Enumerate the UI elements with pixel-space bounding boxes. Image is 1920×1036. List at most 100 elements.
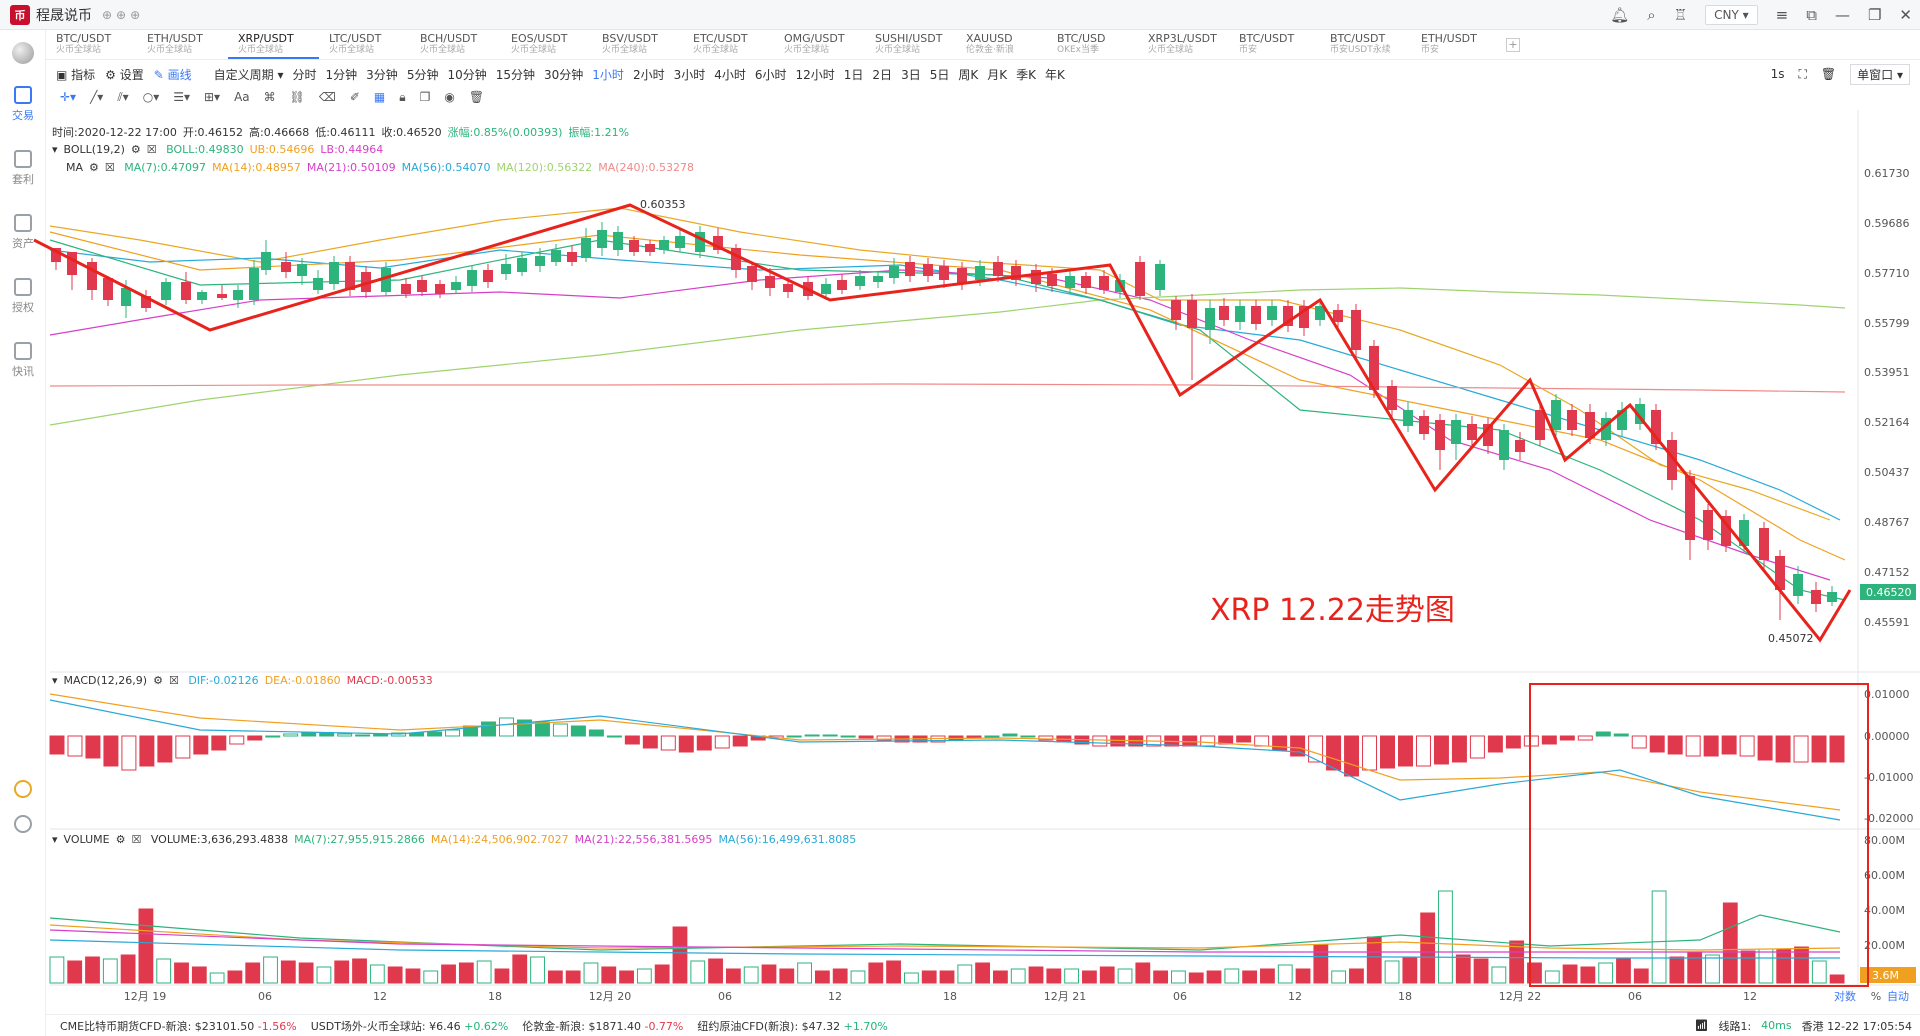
volume-bar bbox=[1544, 970, 1560, 984]
pair-tab[interactable]: BTC/USDT 币安USDT永续 bbox=[1320, 30, 1411, 59]
magnet-icon[interactable]: ⌘ bbox=[263, 90, 276, 104]
globe-icon[interactable] bbox=[12, 42, 34, 64]
timeframe-option[interactable]: 12小时 bbox=[795, 67, 835, 82]
shirt-icon[interactable]: ♖ bbox=[1673, 6, 1688, 24]
trash-icon[interactable]: 🗑︎ bbox=[468, 90, 485, 104]
ticker-item[interactable]: CME比特币期货CFD-新浪: $23101.50 -1.56% bbox=[60, 1018, 297, 1034]
sidebar-item-2[interactable]: 资产 bbox=[0, 214, 46, 251]
pair-tab[interactable]: ETC/USDT 火币全球站 bbox=[683, 30, 774, 59]
timeframe-option[interactable]: 2小时 bbox=[632, 67, 665, 82]
timeframe-option[interactable]: 15分钟 bbox=[495, 67, 536, 82]
eye-icon[interactable]: ◉ bbox=[444, 90, 455, 104]
timeframe-option[interactable]: 年K bbox=[1044, 67, 1065, 82]
eraser-icon[interactable]: ⌫ bbox=[318, 90, 336, 104]
text-tool-icon[interactable]: Aa bbox=[234, 90, 250, 104]
kline-chart[interactable]: 0.61730 0.59686 0.57710 0.55799 0.53951 0.521… bbox=[0, 0, 1920, 1014]
measure-tool-icon[interactable]: ⊞▾ bbox=[204, 90, 221, 104]
timeframe-option[interactable]: 1分钟 bbox=[325, 67, 358, 82]
draw-button[interactable]: ✎ 画线 bbox=[153, 67, 192, 82]
timeframe-option[interactable]: 5分钟 bbox=[406, 67, 439, 82]
lock-icon[interactable]: 🔒︎ bbox=[399, 89, 406, 104]
candle-body bbox=[1099, 276, 1109, 290]
time-tick-label: 18 bbox=[1398, 990, 1412, 1003]
timeframe-option[interactable]: 3小时 bbox=[673, 67, 706, 82]
axis-mode-toggle: % bbox=[1871, 990, 1881, 1003]
timeframe-option[interactable]: 2日 bbox=[872, 67, 893, 82]
currency-select[interactable]: CNY ▾ bbox=[1705, 5, 1758, 25]
pen-icon[interactable]: ✐ bbox=[349, 90, 360, 104]
restore-icon[interactable]: ❐ bbox=[1867, 6, 1882, 24]
pair-tab[interactable]: ETH/USDT 币安 bbox=[1411, 30, 1502, 59]
settings-button[interactable]: ⚙ 设置 bbox=[105, 67, 144, 82]
copy-icon[interactable]: ❐ bbox=[419, 90, 431, 104]
pair-tab[interactable]: BTC/USDT 火币全球站 bbox=[46, 30, 137, 59]
sidebar-item-0[interactable]: 交易 bbox=[0, 86, 46, 123]
volume-bar bbox=[868, 962, 884, 984]
volume-bar bbox=[1794, 946, 1809, 984]
timeframe-option[interactable]: 10分钟 bbox=[447, 67, 487, 82]
timeframe-option[interactable]: 周K bbox=[958, 67, 979, 82]
gear-icon[interactable] bbox=[0, 815, 46, 836]
pair-tab[interactable]: BTC/USDT 币安 bbox=[1229, 30, 1320, 59]
pair-tab[interactable]: BSV/USDT 火币全球站 bbox=[592, 30, 683, 59]
shape-tool-icon[interactable]: ○▾ bbox=[142, 90, 160, 104]
indicators-button[interactable]: ▣ 指标 bbox=[56, 67, 96, 82]
macd-bar bbox=[1398, 735, 1413, 767]
pair-tab[interactable]: LTC/USDT 火币全球站 bbox=[319, 30, 410, 59]
pair-tab[interactable]: BCH/USDT 火币全球站 bbox=[410, 30, 501, 59]
sidebar-item-1[interactable]: 套利 bbox=[0, 150, 46, 187]
timeframe-option[interactable]: 分时 bbox=[292, 67, 317, 82]
fib-tool-icon[interactable]: ☰▾ bbox=[173, 90, 190, 104]
channel-tool-icon[interactable]: ⫽▾ bbox=[117, 89, 129, 104]
line-tool-icon[interactable]: ╱▾ bbox=[90, 90, 104, 104]
timeframe-option[interactable]: 4小时 bbox=[714, 67, 746, 82]
pair-tab[interactable]: ETH/USDT 火币全球站 bbox=[137, 30, 228, 59]
ticker-item[interactable]: USDT场外-火币全球站: ¥6.46 +0.62% bbox=[311, 1018, 509, 1034]
timeframe-option[interactable]: 季K bbox=[1016, 67, 1036, 82]
price-tick-label: 0.53951 bbox=[1864, 366, 1910, 379]
candle-body bbox=[281, 262, 291, 272]
price-tick-label: 0.55799 bbox=[1864, 317, 1910, 330]
pair-symbol: BSV/USDT bbox=[602, 32, 658, 45]
diamond-icon[interactable] bbox=[0, 780, 46, 801]
search-icon[interactable]: ⌕ bbox=[1647, 6, 1656, 24]
fullscreen-icon[interactable]: ⛶ bbox=[1798, 66, 1807, 81]
link-icon[interactable]: ⛓ bbox=[289, 90, 305, 104]
popout-icon[interactable]: ⧉ bbox=[1806, 6, 1817, 24]
pair-tab[interactable]: SUSHI/USDT 火币全球站 bbox=[865, 30, 956, 59]
menu-icon[interactable]: ≡ bbox=[1775, 6, 1789, 24]
ticker-item[interactable]: 伦敦金-新浪: $1871.40 -0.77% bbox=[522, 1018, 683, 1034]
price-tick-label: 0.47152 bbox=[1864, 566, 1910, 579]
bell-icon[interactable]: 🔔︎ bbox=[1610, 6, 1630, 24]
timeframe-option[interactable]: 30分钟 bbox=[544, 67, 584, 82]
timeframe-option[interactable]: 6小时 bbox=[754, 67, 787, 82]
add-pair-button[interactable]: + bbox=[1506, 38, 1520, 52]
timeframe-option[interactable]: 1日 bbox=[843, 67, 864, 82]
timeframe-option[interactable]: 月K bbox=[987, 67, 1008, 82]
sidebar-item-4[interactable]: 快讯 bbox=[0, 342, 46, 379]
line-label[interactable]: 线路1: bbox=[1718, 1019, 1752, 1033]
sidebar-item-3[interactable]: 授权 bbox=[0, 278, 46, 315]
timeframe-option[interactable]: 3分钟 bbox=[366, 67, 398, 82]
pair-tab[interactable]: BTC/USD OKEx当季 bbox=[1047, 30, 1138, 59]
timeframe-option[interactable]: 3日 bbox=[901, 67, 921, 82]
custom-period-select[interactable]: 自定义周期 ▾ bbox=[213, 67, 284, 82]
title-icons[interactable]: ⊕⊕⊕ bbox=[102, 7, 145, 22]
minimize-icon[interactable]: — bbox=[1834, 6, 1850, 24]
timeframe-option[interactable]: 5日 bbox=[929, 67, 950, 82]
ticker-item[interactable]: 纽约原油CFD(新浪): $47.32 +1.70% bbox=[697, 1018, 887, 1034]
pair-tab[interactable]: XRP3L/USDT 火币全球站 bbox=[1138, 30, 1229, 59]
close-icon[interactable]: ✕ bbox=[1899, 6, 1912, 24]
candle-body bbox=[217, 294, 227, 298]
pair-tab[interactable]: XRP/USDT 火币全球站 bbox=[228, 30, 319, 59]
macd-bar bbox=[427, 731, 443, 737]
refresh-interval[interactable]: 1s bbox=[1770, 67, 1785, 81]
timeframe-option[interactable]: 1小时 bbox=[592, 67, 624, 82]
window-mode-select[interactable]: 单窗口 ▾ bbox=[1850, 63, 1910, 85]
pair-tab[interactable]: XAUUSD 伦敦金·新浪 bbox=[956, 30, 1047, 59]
pattern-icon[interactable]: ▦ bbox=[373, 90, 386, 104]
delete-icon[interactable]: 🗑︎ bbox=[1820, 67, 1837, 81]
crosshair-tool-icon[interactable]: ✛▾ bbox=[60, 90, 77, 104]
pair-tab[interactable]: OMG/USDT 火币全球站 bbox=[774, 30, 865, 59]
pair-tab[interactable]: EOS/USDT 火币全球站 bbox=[501, 30, 592, 59]
